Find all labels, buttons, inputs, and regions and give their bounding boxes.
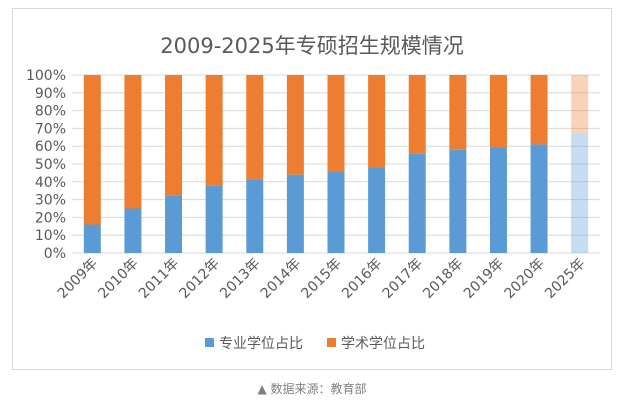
x-tick-label: 2016年 — [339, 256, 385, 302]
bar-academic — [246, 75, 264, 180]
y-tick-label: 80% — [35, 104, 66, 120]
bar-academic — [571, 75, 589, 134]
legend-swatch — [327, 338, 336, 347]
x-tick-label: 2015年 — [298, 256, 344, 302]
x-tick-label: 2020年 — [501, 256, 547, 302]
bar-professional — [571, 133, 589, 253]
x-tick-label: 2019年 — [461, 256, 507, 302]
y-tick-label: 20% — [35, 210, 66, 226]
x-tick-label: 2011年 — [136, 256, 182, 302]
bar-professional — [246, 179, 264, 253]
y-tick-label: 60% — [35, 139, 66, 155]
bar-academic — [124, 75, 142, 209]
bar-professional — [530, 144, 548, 253]
bar-professional — [368, 167, 386, 253]
bar-academic — [530, 75, 548, 145]
bar-professional — [286, 174, 304, 253]
bar-academic — [489, 75, 507, 148]
x-tick-label: 2012年 — [177, 256, 223, 302]
y-tick-label: 40% — [35, 175, 66, 191]
bar-professional — [165, 195, 183, 253]
bar-professional — [489, 147, 507, 253]
source-caption: ▲ 数据来源：教育部 — [257, 382, 367, 396]
bar-academic — [165, 75, 183, 196]
bar-professional — [124, 208, 142, 253]
bar-academic — [83, 75, 101, 225]
y-tick-label: 90% — [35, 86, 66, 102]
bar-academic — [449, 75, 467, 150]
bar-academic — [327, 75, 345, 172]
chart-title: 2009-2025年专硕招生规模情况 — [160, 34, 464, 58]
bar-professional — [449, 149, 467, 253]
x-tick-label: 2017年 — [380, 256, 426, 302]
y-tick-label: 10% — [35, 228, 66, 244]
y-tick-label: 70% — [35, 121, 66, 137]
legend-label: 专业学位占比 — [219, 336, 303, 352]
x-tick-label: 2025年 — [542, 256, 588, 302]
bar-professional — [205, 185, 223, 253]
bar-professional — [83, 224, 101, 253]
x-tick-label: 2010年 — [95, 256, 141, 302]
x-tick-label: 2018年 — [420, 256, 466, 302]
bar-professional — [327, 171, 345, 253]
x-tick-label: 2014年 — [258, 256, 304, 302]
bar-academic — [205, 75, 223, 186]
y-tick-label: 30% — [35, 193, 66, 209]
bar-professional — [408, 153, 426, 253]
chart-panel — [12, 8, 612, 370]
bar-academic — [286, 75, 304, 175]
y-tick-label: 50% — [35, 157, 66, 173]
x-tick-label: 2013年 — [217, 256, 263, 302]
bar-academic — [368, 75, 386, 168]
y-tick-label: 0% — [44, 246, 66, 262]
legend-label: 学术学位占比 — [341, 336, 425, 352]
bar-academic — [408, 75, 426, 154]
y-tick-label: 100% — [26, 68, 66, 84]
legend-swatch — [205, 338, 214, 347]
x-tick-label: 2009年 — [55, 256, 101, 302]
